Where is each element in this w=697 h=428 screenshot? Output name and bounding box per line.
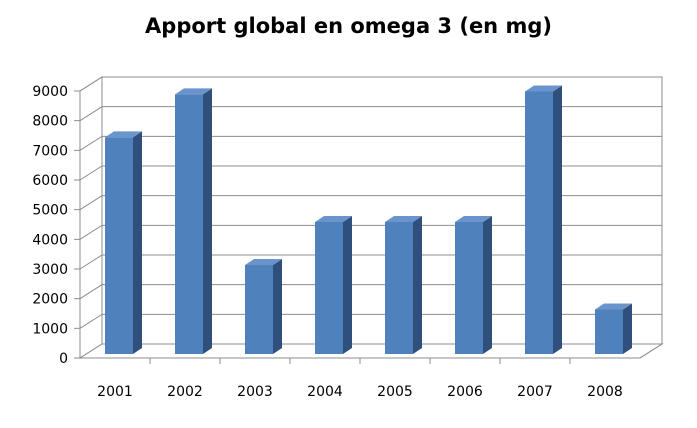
bar-side xyxy=(273,259,282,354)
bar-side xyxy=(343,215,352,354)
y-axis: 0 1000 2000 3000 4000 5000 6000 7000 8000 9000 xyxy=(32,84,81,367)
bar-side xyxy=(553,85,562,354)
x-axis: 2001 2002 2003 2004 2005 2006 2007 2008 xyxy=(80,343,663,400)
gridline xyxy=(79,135,662,151)
bar-side xyxy=(623,303,632,354)
gridline xyxy=(79,106,662,122)
bar-top xyxy=(105,131,142,138)
x-tick-label: 2006 xyxy=(447,384,483,400)
bar xyxy=(315,215,352,354)
bar-top xyxy=(245,259,282,265)
x-axis-depth xyxy=(639,343,663,359)
bar xyxy=(105,131,142,354)
bar-side xyxy=(413,215,422,354)
bar-front xyxy=(385,221,413,354)
bar-front xyxy=(105,137,133,354)
gridline xyxy=(79,165,662,181)
bar-side xyxy=(483,215,492,354)
x-tick-label: 2008 xyxy=(587,384,623,400)
bar xyxy=(175,88,212,355)
bar xyxy=(595,303,632,354)
gridline xyxy=(79,195,662,211)
bar-front xyxy=(175,94,203,355)
floor xyxy=(78,343,664,359)
y-tick-label: 0 xyxy=(59,351,68,367)
y-tick-label: 2000 xyxy=(32,292,68,308)
bar-front xyxy=(595,309,623,354)
bar xyxy=(385,215,422,354)
bar xyxy=(525,85,562,354)
bar-front xyxy=(245,265,273,354)
x-tick-label: 2005 xyxy=(377,384,413,400)
x-tick-label: 2003 xyxy=(237,384,273,400)
y-tick-label: 3000 xyxy=(32,262,68,278)
bar-front xyxy=(455,221,483,354)
y-tick-label: 1000 xyxy=(32,321,68,337)
y-tick-label: 4000 xyxy=(32,232,68,248)
x-tick-label: 2001 xyxy=(97,384,133,400)
x-tick-label: 2002 xyxy=(167,384,203,400)
bar-top xyxy=(525,85,562,92)
bar-side xyxy=(133,131,142,354)
y-tick-label: 8000 xyxy=(32,114,68,130)
bar-side xyxy=(203,88,212,355)
bar-top xyxy=(455,215,492,222)
bar-top xyxy=(595,303,632,310)
gridline xyxy=(79,76,662,92)
bar-series xyxy=(105,85,632,355)
bar-top xyxy=(175,88,212,95)
x-tick-label: 2004 xyxy=(307,384,343,400)
bar-top xyxy=(315,215,352,222)
y-tick-label: 9000 xyxy=(32,84,68,100)
bar-top xyxy=(385,215,422,222)
y-tick-label: 5000 xyxy=(32,203,68,219)
bar-front xyxy=(315,221,343,354)
x-tick-label: 2007 xyxy=(517,384,553,400)
y-tick-label: 6000 xyxy=(32,173,68,189)
chart-title: Apport global en omega 3 (en mg) xyxy=(145,14,552,38)
y-tick-label: 7000 xyxy=(32,143,68,159)
chart-walls xyxy=(78,76,664,359)
bar-front xyxy=(525,91,553,354)
bar xyxy=(455,215,492,354)
bar xyxy=(245,259,282,354)
